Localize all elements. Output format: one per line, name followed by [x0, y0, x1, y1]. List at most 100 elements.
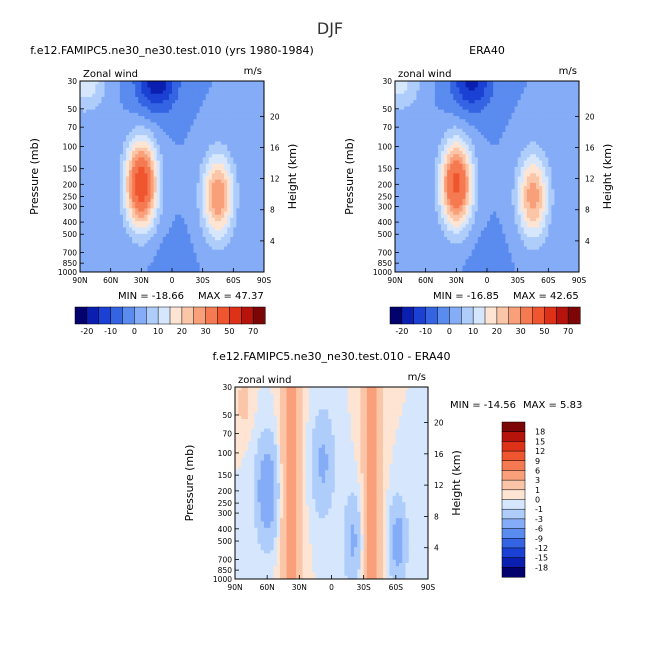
field-cell	[101, 243, 105, 247]
field-cell	[150, 173, 154, 177]
field-cell	[251, 182, 256, 187]
field-cell	[257, 154, 262, 158]
field-cell	[218, 236, 222, 241]
field-cell	[224, 112, 228, 117]
field-cell	[401, 119, 405, 123]
field-cell	[211, 252, 216, 257]
field-cell	[153, 211, 158, 216]
field-cell	[257, 131, 262, 136]
field-cell	[251, 96, 256, 101]
field-cell	[141, 217, 145, 222]
field-cell	[545, 100, 549, 104]
field-cell	[236, 211, 240, 216]
field-cell	[230, 96, 234, 101]
field-cell	[98, 233, 102, 238]
field-cell	[156, 236, 161, 241]
field-cell	[144, 198, 148, 203]
field-cell	[126, 87, 130, 91]
field-cell	[141, 182, 145, 187]
field-cell	[251, 84, 256, 88]
field-cell	[575, 135, 580, 139]
field-cell	[129, 112, 133, 117]
field-cell	[236, 182, 240, 187]
field-cell	[493, 141, 497, 146]
field-cell	[227, 195, 231, 200]
field-cell	[147, 192, 151, 196]
field-cell	[199, 186, 204, 190]
field-cell	[141, 96, 145, 101]
field-cell	[113, 144, 118, 149]
field-cell	[230, 217, 234, 222]
field-cell	[242, 131, 246, 136]
field-cell	[92, 211, 96, 216]
field-cell	[526, 141, 531, 146]
field-cell	[575, 119, 580, 123]
field-cell	[505, 81, 509, 85]
field-cell	[514, 109, 519, 114]
field-cell	[468, 119, 473, 123]
field-cell	[444, 112, 448, 117]
field-cell	[208, 240, 213, 244]
field-cell	[187, 109, 191, 114]
field-cell	[425, 141, 430, 146]
field-cell	[214, 125, 219, 130]
field-cell	[175, 198, 179, 203]
field-cell	[468, 96, 473, 101]
field-cell	[477, 106, 482, 111]
field-cell	[83, 163, 87, 168]
field-cell	[208, 262, 213, 267]
field-cell	[159, 224, 164, 228]
field-cell	[98, 163, 102, 168]
field-cell	[132, 189, 136, 193]
field-cell	[199, 198, 204, 203]
field-cell	[83, 252, 87, 257]
field-cell	[199, 128, 204, 133]
field-cell	[150, 112, 154, 117]
field-cell	[138, 109, 142, 114]
field-cell	[245, 179, 250, 184]
field-cell	[410, 122, 414, 126]
field-cell	[520, 84, 525, 88]
field-cell	[101, 246, 105, 251]
field-cell	[447, 125, 451, 130]
field-cell	[162, 227, 167, 232]
field-cell	[141, 112, 145, 117]
field-cell	[156, 182, 161, 187]
field-cell	[178, 189, 182, 193]
field-cell	[119, 84, 124, 88]
field-cell	[129, 252, 133, 257]
field-cell	[184, 221, 188, 225]
field-cell	[156, 186, 161, 190]
field-cell	[92, 122, 96, 126]
field-cell	[462, 109, 466, 114]
field-cell	[101, 96, 105, 101]
field-cell	[89, 214, 93, 219]
field-cell	[230, 109, 234, 114]
field-cell	[248, 173, 253, 177]
field-cell	[560, 112, 565, 117]
field-cell	[175, 217, 179, 222]
field-cell	[227, 233, 231, 238]
field-cell	[245, 106, 250, 111]
field-cell	[404, 122, 408, 126]
field-cell	[395, 119, 399, 123]
field-cell	[441, 135, 445, 139]
field-cell	[239, 256, 243, 260]
field-cell	[431, 109, 436, 114]
field-cell	[462, 103, 466, 107]
field-cell	[248, 93, 253, 98]
field-cell	[428, 141, 433, 146]
field-cell	[138, 122, 142, 126]
field-cell	[187, 163, 191, 168]
field-cell	[107, 259, 112, 263]
field-cell	[168, 119, 173, 123]
field-cell	[260, 81, 265, 85]
field-cell	[144, 179, 148, 184]
field-cell	[437, 106, 442, 111]
field-cell	[233, 240, 237, 244]
field-cell	[437, 90, 442, 95]
field-cell	[113, 182, 118, 187]
field-cell	[89, 195, 93, 200]
field-cell	[205, 119, 210, 123]
field-cell	[138, 163, 142, 168]
